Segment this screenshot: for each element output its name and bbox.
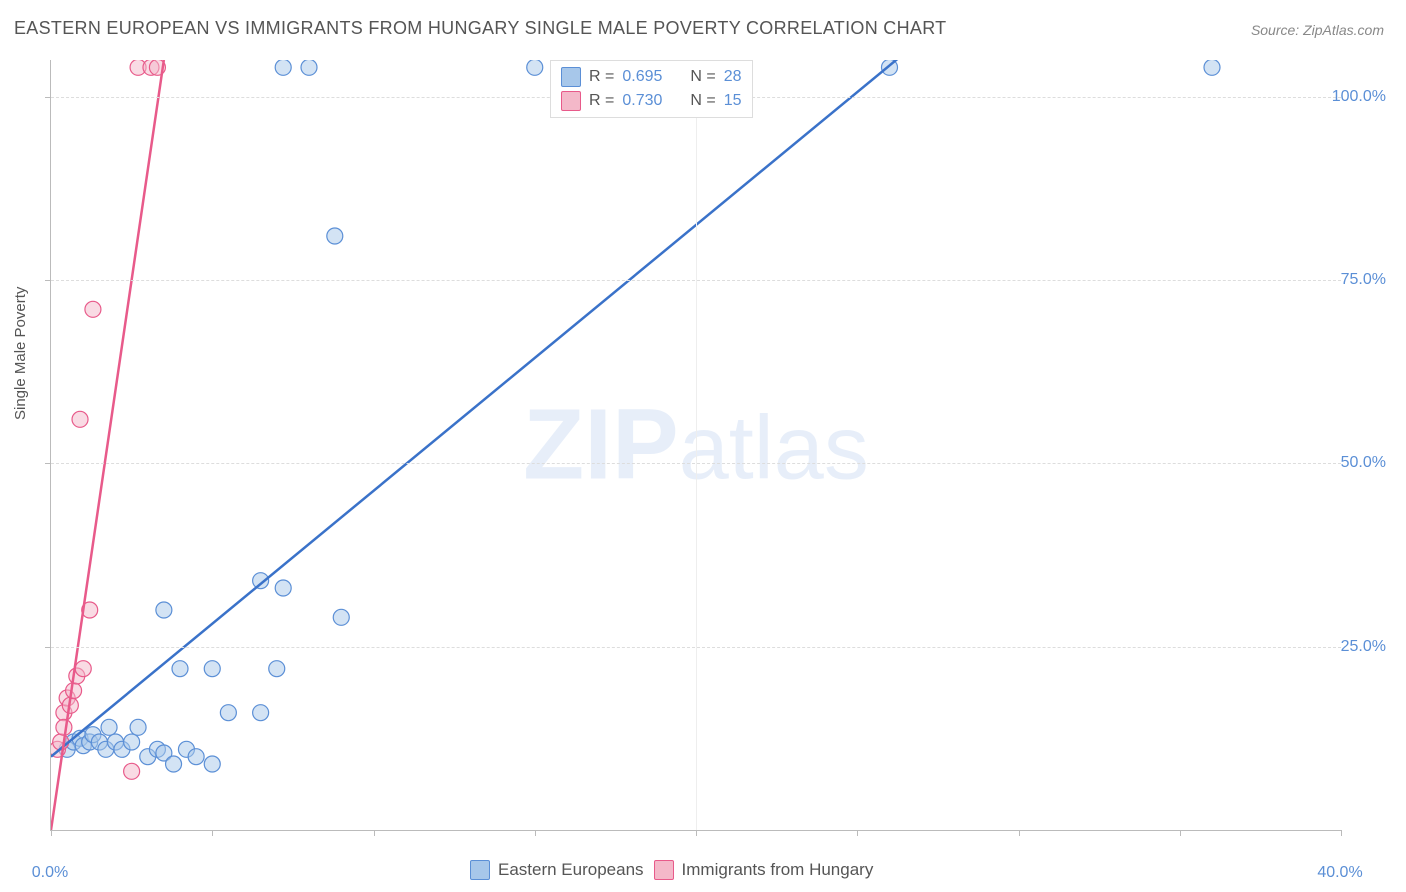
y-tick-label: 50.0% xyxy=(1341,454,1386,472)
watermark-atlas: atlas xyxy=(679,399,869,499)
r-label: R = xyxy=(589,65,614,89)
data-point xyxy=(59,690,75,706)
n-label: N = xyxy=(690,89,715,113)
data-point xyxy=(156,602,172,618)
r-value: 0.695 xyxy=(622,65,662,89)
data-point xyxy=(98,741,114,757)
y-axis-label: Single Male Poverty xyxy=(12,287,29,420)
source-attribution: Source: ZipAtlas.com xyxy=(1251,22,1384,38)
data-point xyxy=(204,661,220,677)
data-point xyxy=(253,573,269,589)
data-point xyxy=(66,683,82,699)
data-point xyxy=(75,661,91,677)
y-tick-label: 25.0% xyxy=(1341,638,1386,656)
data-point xyxy=(72,411,88,427)
r-value: 0.730 xyxy=(622,89,662,113)
n-value: 15 xyxy=(724,89,742,113)
data-point xyxy=(75,738,91,754)
data-point xyxy=(166,756,182,772)
y-tick-label: 100.0% xyxy=(1332,88,1386,106)
gridline-vertical xyxy=(696,60,697,830)
data-point xyxy=(301,60,317,75)
data-point xyxy=(91,734,107,750)
data-point xyxy=(51,741,65,757)
data-point xyxy=(56,705,72,721)
series-legend: Eastern Europeans Immigrants from Hungar… xyxy=(470,860,873,880)
data-point xyxy=(527,60,543,75)
data-point xyxy=(114,741,130,757)
r-label: R = xyxy=(589,89,614,113)
legend-label: Immigrants from Hungary xyxy=(682,860,874,880)
data-point xyxy=(130,719,146,735)
regression-line xyxy=(51,60,164,830)
data-point xyxy=(204,756,220,772)
data-point xyxy=(327,228,343,244)
legend-swatch xyxy=(561,67,581,87)
n-label: N = xyxy=(690,65,715,89)
legend-item: Eastern Europeans xyxy=(470,860,644,880)
data-point xyxy=(269,661,285,677)
data-point xyxy=(69,668,85,684)
n-value: 28 xyxy=(724,65,742,89)
data-point xyxy=(85,727,101,743)
y-tick-label: 75.0% xyxy=(1341,271,1386,289)
data-point xyxy=(124,734,140,750)
data-point xyxy=(275,60,291,75)
legend-label: Eastern Europeans xyxy=(498,860,644,880)
data-point xyxy=(178,741,194,757)
legend-swatch xyxy=(561,91,581,111)
data-point xyxy=(172,661,188,677)
data-point xyxy=(101,719,117,735)
data-point xyxy=(188,749,204,765)
data-point xyxy=(108,734,124,750)
data-point xyxy=(882,60,898,75)
data-point xyxy=(253,705,269,721)
chart-title: EASTERN EUROPEAN VS IMMIGRANTS FROM HUNG… xyxy=(14,18,946,39)
legend-row: R = 0.730 N = 15 xyxy=(561,89,742,113)
data-point xyxy=(66,734,82,750)
data-point xyxy=(59,741,75,757)
legend-item: Immigrants from Hungary xyxy=(654,860,874,880)
plot-area: ZIPatlas xyxy=(50,60,1341,831)
data-point xyxy=(53,734,69,750)
legend-row: R = 0.695 N = 28 xyxy=(561,65,742,89)
data-point xyxy=(56,719,72,735)
x-tick-label: 0.0% xyxy=(32,864,68,882)
correlation-legend: R = 0.695 N = 28 R = 0.730 N = 15 xyxy=(550,60,753,118)
data-point xyxy=(333,609,349,625)
watermark-zip: ZIP xyxy=(523,389,679,501)
data-point xyxy=(1204,60,1220,75)
data-point xyxy=(149,60,165,75)
data-point xyxy=(62,697,78,713)
x-tick-label: 40.0% xyxy=(1317,864,1362,882)
data-point xyxy=(156,745,172,761)
data-point xyxy=(82,734,98,750)
data-point xyxy=(149,741,165,757)
data-point xyxy=(82,602,98,618)
data-point xyxy=(275,580,291,596)
data-point xyxy=(140,749,156,765)
data-point xyxy=(130,60,146,75)
data-point xyxy=(143,60,159,75)
legend-swatch xyxy=(654,860,674,880)
data-point xyxy=(220,705,236,721)
data-point xyxy=(85,301,101,317)
legend-swatch xyxy=(470,860,490,880)
data-point xyxy=(124,763,140,779)
data-point xyxy=(72,730,88,746)
